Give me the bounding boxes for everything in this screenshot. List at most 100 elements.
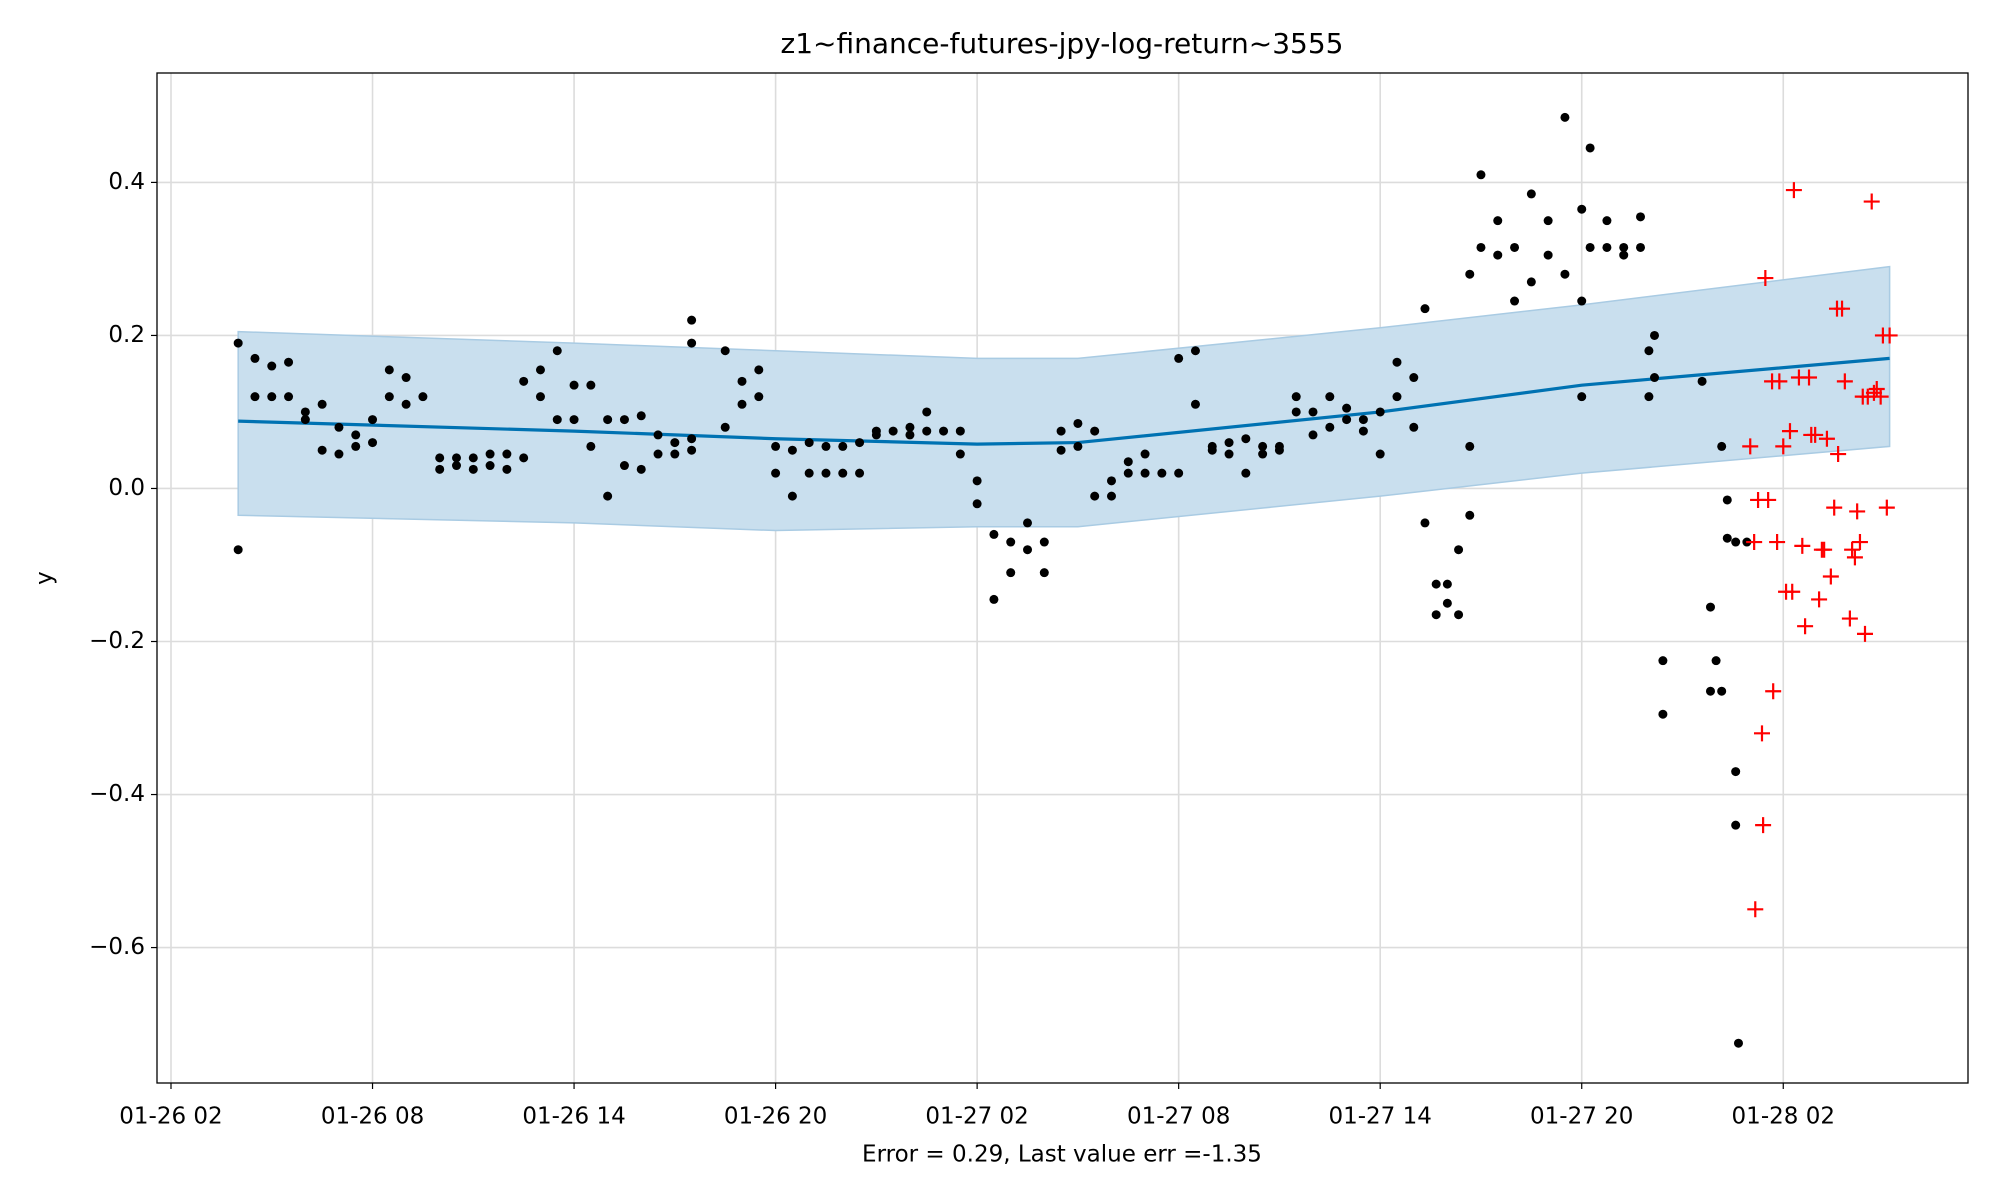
x-tick-label: 01-27 08: [1127, 1104, 1230, 1130]
y-tick-label: 0.2: [108, 322, 145, 348]
observed-point: [569, 380, 579, 390]
observed-point: [754, 365, 764, 375]
x-tick-label: 01-26 14: [522, 1104, 625, 1130]
observed-point: [334, 422, 344, 432]
observed-point: [771, 468, 781, 478]
observed-point: [300, 407, 310, 417]
forecast-point: [1830, 446, 1847, 463]
forecast-point: [1760, 491, 1777, 508]
observed-point: [1442, 598, 1452, 608]
observed-point: [384, 365, 394, 375]
observed-point: [384, 392, 394, 402]
observed-point: [1543, 216, 1553, 226]
observed-point: [401, 373, 411, 383]
forecast-point: [1746, 534, 1763, 551]
observed-point: [771, 441, 781, 451]
observed-point: [1073, 441, 1083, 451]
observed-point: [804, 438, 814, 448]
observed-point: [1577, 392, 1587, 402]
observed-point: [1420, 304, 1430, 314]
observed-point: [1308, 430, 1318, 440]
observed-point: [787, 491, 797, 501]
observed-point: [552, 415, 562, 425]
observed-point: [250, 392, 260, 402]
plot-frame: [156, 72, 1969, 1084]
observed-point: [1431, 579, 1441, 589]
observed-point: [922, 407, 932, 417]
observed-point: [519, 376, 529, 386]
observed-point: [1291, 407, 1301, 417]
y-tick-label: −0.4: [89, 781, 145, 807]
observed-point: [1465, 441, 1475, 451]
observed-point: [586, 380, 596, 390]
observed-point: [368, 438, 378, 448]
observed-point: [1636, 242, 1646, 252]
observed-point: [401, 399, 411, 409]
observed-point: [418, 392, 428, 402]
observed-point: [1039, 568, 1049, 578]
observed-point: [1073, 418, 1083, 428]
observed-point: [787, 445, 797, 455]
observed-point: [1342, 403, 1352, 413]
forecast-point: [1784, 583, 1801, 600]
forecast-point: [1801, 369, 1818, 386]
observed-point: [636, 464, 646, 474]
forecast-point: [1818, 430, 1835, 447]
observed-point: [1650, 373, 1660, 383]
observed-point: [1442, 579, 1452, 589]
observed-point: [1717, 441, 1727, 451]
forecast-point: [1846, 549, 1863, 566]
observed-point: [1325, 422, 1335, 432]
observed-point: [468, 453, 478, 463]
observed-point: [1106, 491, 1116, 501]
observed-point: [502, 464, 512, 474]
observed-point: [1241, 434, 1251, 444]
observed-point: [1224, 438, 1234, 448]
observed-point: [972, 476, 982, 486]
observed-point: [233, 338, 243, 348]
observed-point: [1731, 767, 1741, 777]
observed-point: [838, 441, 848, 451]
observed-point: [687, 434, 697, 444]
forecast-point: [1856, 625, 1873, 642]
observed-point: [821, 441, 831, 451]
observed-point: [485, 449, 495, 459]
observed-point: [1375, 407, 1385, 417]
observed-point: [300, 415, 310, 425]
observed-point: [1577, 296, 1587, 306]
y-tick-label: −0.6: [89, 934, 145, 960]
forecast-point: [1849, 503, 1866, 520]
forecast-point: [1841, 610, 1858, 627]
observed-point: [1733, 1038, 1743, 1048]
observed-point: [1697, 376, 1707, 386]
uncertainty-band: [237, 265, 1891, 532]
observed-point: [334, 449, 344, 459]
observed-point: [905, 430, 915, 440]
observed-point: [1644, 392, 1654, 402]
observed-point: [653, 449, 663, 459]
observed-point: [351, 441, 361, 451]
forecast-point: [1811, 591, 1828, 608]
observed-point: [1619, 250, 1629, 260]
observed-point: [1526, 189, 1536, 199]
observed-point: [1308, 407, 1318, 417]
observed-point: [1174, 468, 1184, 478]
observed-point: [1510, 242, 1520, 252]
observed-point: [1056, 426, 1066, 436]
forecast-point: [1755, 817, 1772, 834]
observed-point: [955, 449, 965, 459]
observed-point: [1493, 250, 1503, 260]
observed-point: [1644, 346, 1654, 356]
observed-point: [1140, 468, 1150, 478]
observed-point: [233, 545, 243, 555]
x-tick-label: 01-27 14: [1328, 1104, 1431, 1130]
observed-point: [905, 422, 915, 432]
observed-point: [1526, 277, 1536, 287]
observed-point: [687, 315, 697, 325]
forecast-point: [1868, 381, 1885, 398]
observed-point: [1157, 468, 1167, 478]
observed-point: [1274, 441, 1284, 451]
observed-point: [1560, 269, 1570, 279]
y-tick-label: 0.4: [108, 169, 145, 195]
observed-point: [250, 353, 260, 363]
